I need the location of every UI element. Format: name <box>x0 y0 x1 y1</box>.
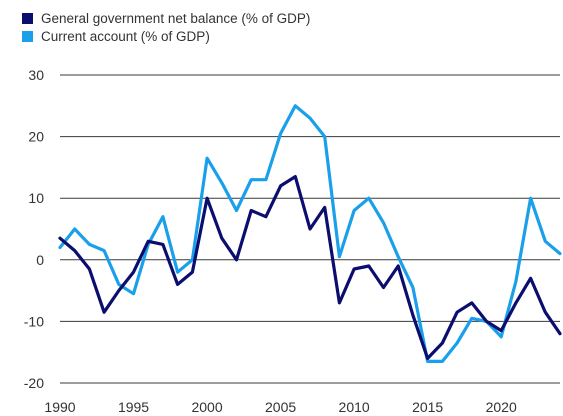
y-axis-tick-labels: 30 20 10 0 -10 -20 <box>24 67 44 391</box>
x-axis-tick-labels: 1990 1995 2000 2005 2010 2015 2020 <box>44 399 517 415</box>
y-tick-label: 20 <box>28 129 44 145</box>
legend-swatch-current-account <box>22 30 33 42</box>
x-tick-label: 2000 <box>191 399 222 415</box>
legend-label-government-balance: General government net balance (% of GDP… <box>41 10 311 26</box>
legend-item-current-account: Current account (% of GDP) <box>22 27 310 45</box>
legend-item-government-balance: General government net balance (% of GDP… <box>22 9 310 27</box>
x-tick-label: 2005 <box>265 399 296 415</box>
x-tick-label: 2020 <box>486 399 517 415</box>
x-tick-label: 1990 <box>44 399 75 415</box>
chart-legend: General government net balance (% of GDP… <box>22 9 310 45</box>
x-tick-label: 2010 <box>339 399 370 415</box>
y-tick-label: -10 <box>24 313 44 329</box>
y-tick-label: 10 <box>28 190 44 206</box>
legend-swatch-government-balance <box>22 12 33 24</box>
series-lines <box>58 104 562 363</box>
x-tick-label: 2015 <box>412 399 443 415</box>
series-line-current-account <box>58 104 562 363</box>
x-tick-label: 1995 <box>118 399 149 415</box>
y-tick-label: 0 <box>36 252 44 268</box>
legend-label-current-account: Current account (% of GDP) <box>41 28 210 44</box>
y-tick-label: 30 <box>28 67 44 83</box>
y-tick-label: -20 <box>24 375 44 391</box>
grid-lines <box>60 74 560 384</box>
series-line-government-balance <box>58 175 562 360</box>
